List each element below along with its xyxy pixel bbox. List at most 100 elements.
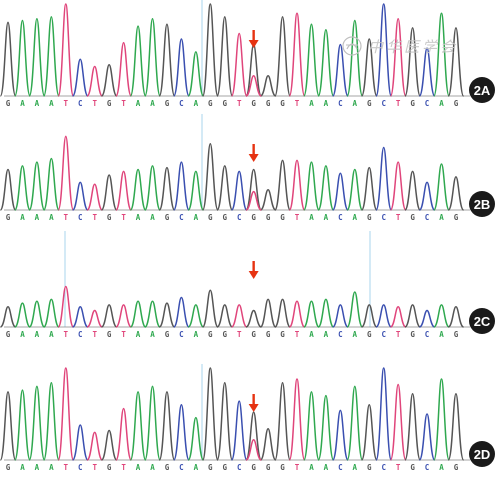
peak-G bbox=[447, 393, 465, 461]
peak-G bbox=[158, 23, 176, 97]
peak-A bbox=[129, 300, 147, 328]
base-call: G bbox=[165, 330, 170, 339]
base-call: C bbox=[78, 463, 83, 472]
peak-C bbox=[72, 306, 89, 328]
panel-badge bbox=[469, 441, 495, 467]
peak-T bbox=[86, 65, 104, 97]
peak-A bbox=[43, 16, 60, 97]
base-call: G bbox=[280, 99, 285, 108]
base-call: G bbox=[266, 463, 271, 472]
base-call: C bbox=[338, 463, 343, 472]
base-call: G bbox=[6, 330, 11, 339]
base-call: C bbox=[179, 330, 184, 339]
mutation-arrow-icon bbox=[248, 144, 259, 162]
base-call: C bbox=[425, 99, 430, 108]
base-call: T bbox=[64, 463, 69, 472]
base-call: A bbox=[439, 463, 444, 472]
peak-G bbox=[274, 159, 291, 211]
base-call: A bbox=[150, 330, 155, 339]
peak-A bbox=[28, 385, 46, 461]
base-call: A bbox=[309, 463, 314, 472]
peak-T bbox=[57, 285, 75, 328]
peak-A bbox=[187, 51, 205, 97]
peak-A bbox=[129, 25, 147, 97]
base-call: C bbox=[381, 330, 386, 339]
peak-C bbox=[375, 3, 393, 97]
base-call: T bbox=[92, 330, 97, 339]
base-call: A bbox=[150, 99, 155, 108]
base-call: G bbox=[280, 213, 285, 222]
peak-G bbox=[360, 404, 378, 461]
peak-C bbox=[375, 146, 393, 211]
base-call: A bbox=[136, 330, 141, 339]
peak-G bbox=[361, 304, 378, 328]
peak-G bbox=[274, 298, 291, 328]
base-call: A bbox=[439, 213, 444, 222]
base-call: G bbox=[266, 99, 271, 108]
peak-G bbox=[260, 189, 277, 211]
base-call: A bbox=[194, 463, 199, 472]
base-call: G bbox=[165, 463, 170, 472]
base-call: A bbox=[324, 330, 329, 339]
peak-C bbox=[418, 413, 436, 461]
chromatogram-panel-2D: G A A A T C T G T A A G C A G G C G G G T A A C A G C T G C A G2D bbox=[0, 364, 495, 472]
base-call: T bbox=[396, 330, 401, 339]
base-call: G bbox=[454, 213, 459, 222]
base-call: A bbox=[136, 213, 141, 222]
base-call: G bbox=[208, 99, 213, 108]
peak-A bbox=[317, 165, 335, 211]
base-call: C bbox=[381, 213, 386, 222]
peak-A bbox=[144, 385, 161, 461]
base-call: A bbox=[353, 330, 358, 339]
peak-T bbox=[288, 12, 306, 97]
peak-G bbox=[447, 306, 464, 328]
peak-A bbox=[433, 12, 450, 97]
watermark-logo-icon bbox=[342, 36, 362, 56]
base-call: C bbox=[338, 99, 343, 108]
base-call: G bbox=[367, 213, 372, 222]
base-call: T bbox=[121, 99, 126, 108]
base-call: G bbox=[222, 213, 227, 222]
base-call: G bbox=[454, 99, 459, 108]
peak-T bbox=[86, 183, 104, 211]
peak-G bbox=[259, 427, 277, 461]
peak-C bbox=[71, 181, 89, 211]
peak-G bbox=[245, 309, 262, 328]
base-call: G bbox=[6, 99, 11, 108]
base-call: C bbox=[425, 330, 430, 339]
peak-G bbox=[158, 302, 175, 328]
peak-A bbox=[14, 165, 31, 211]
base-call: A bbox=[20, 463, 25, 472]
base-call: T bbox=[295, 463, 300, 472]
peak-C bbox=[173, 38, 190, 97]
peak-T bbox=[389, 161, 407, 211]
watermark: 中华医学会 bbox=[342, 36, 455, 56]
base-call: T bbox=[396, 213, 401, 222]
mixed-peak bbox=[245, 439, 262, 461]
peak-C bbox=[375, 304, 392, 328]
peak-A bbox=[346, 19, 364, 97]
peak-A bbox=[346, 291, 364, 328]
peak-G bbox=[0, 21, 17, 97]
base-call: G bbox=[251, 99, 256, 108]
base-call: A bbox=[150, 213, 155, 222]
base-call: A bbox=[49, 330, 54, 339]
base-call: T bbox=[295, 330, 300, 339]
mixed-peak bbox=[245, 75, 262, 97]
base-call: G bbox=[165, 213, 170, 222]
peak-C bbox=[332, 172, 349, 211]
peak-T bbox=[288, 159, 306, 211]
peak-T bbox=[389, 17, 407, 97]
peak-A bbox=[317, 298, 335, 328]
peak-G bbox=[201, 289, 219, 328]
base-call: A bbox=[324, 213, 329, 222]
base-call: A bbox=[49, 213, 54, 222]
base-call: A bbox=[309, 99, 314, 108]
peak-G bbox=[274, 381, 291, 461]
peak-G bbox=[360, 166, 378, 211]
base-call: T bbox=[396, 99, 401, 108]
peak-T bbox=[86, 309, 103, 328]
base-call: A bbox=[49, 463, 54, 472]
peak-G bbox=[360, 38, 378, 97]
